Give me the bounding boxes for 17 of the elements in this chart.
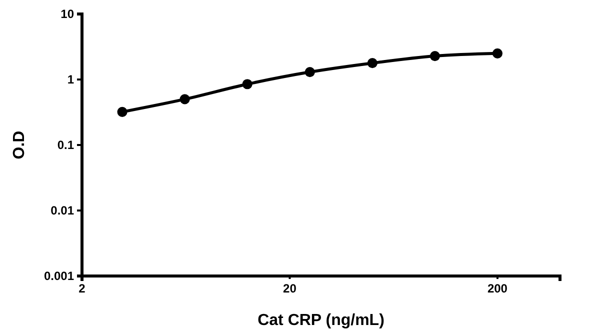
point — [430, 51, 440, 62]
y-tick-label: 0.01 — [50, 203, 74, 218]
y-tick-label: 0.001 — [44, 268, 74, 283]
point — [304, 67, 315, 78]
x-tick-label: 20 — [283, 282, 297, 296]
point — [367, 58, 378, 68]
y-tick-label: 0.1 — [57, 138, 74, 152]
point — [242, 79, 252, 90]
y-tick-label: 1 — [67, 72, 74, 86]
point — [492, 48, 503, 58]
x-tick-label: 2 — [78, 282, 86, 296]
point — [117, 106, 128, 117]
y-axis-title: O.D — [11, 130, 28, 160]
point — [180, 94, 190, 104]
y-tick-label: 10 — [60, 6, 74, 21]
x-tick-label: 200 — [487, 282, 508, 296]
x-axis-title: Cat CRP (ng/mL) — [258, 312, 384, 329]
